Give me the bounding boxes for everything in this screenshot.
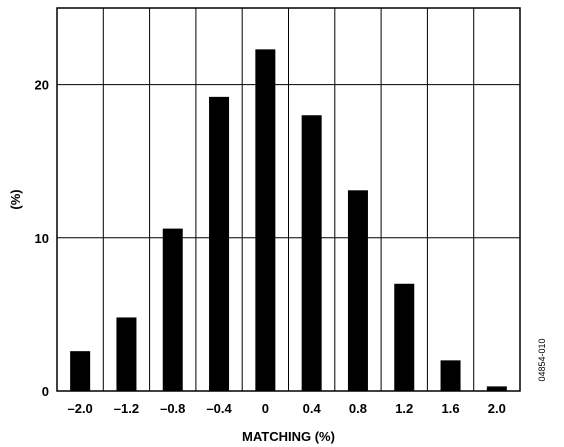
y-tick-label: 10 xyxy=(35,231,49,246)
figure-id: 04854-010 xyxy=(537,338,547,381)
bar xyxy=(394,283,415,391)
x-tick-label: –1.2 xyxy=(114,401,139,416)
y-tick-label: 20 xyxy=(35,78,49,93)
y-tick-labels: 0 10 20 xyxy=(35,78,49,399)
bar xyxy=(440,360,461,391)
x-tick-label: –0.4 xyxy=(206,401,232,416)
y-tick-label: 0 xyxy=(42,384,49,399)
bar xyxy=(486,386,507,391)
plot-frame xyxy=(56,7,521,392)
x-tick-label: –0.8 xyxy=(160,401,185,416)
bar xyxy=(209,96,230,391)
x-axis-title: MATCHING (%) xyxy=(242,429,335,444)
x-tick-label: 1.2 xyxy=(395,401,413,416)
bar xyxy=(70,351,91,391)
bars xyxy=(70,49,507,392)
x-tick-label: 0.4 xyxy=(303,401,322,416)
grid-lines xyxy=(57,8,520,391)
x-tick-label: 1.6 xyxy=(442,401,460,416)
bar xyxy=(301,115,322,392)
x-tick-label: 0 xyxy=(262,401,269,416)
bar xyxy=(347,190,368,391)
x-tick-label: –2.0 xyxy=(67,401,92,416)
x-tick-label: 0.8 xyxy=(349,401,367,416)
bar xyxy=(162,228,183,391)
bar xyxy=(116,317,137,391)
y-axis-title: (%) xyxy=(8,189,23,209)
x-tick-labels: –2.0 –1.2 –0.8 –0.4 0 0.4 0.8 1.2 1.6 2.0 xyxy=(67,401,505,416)
bar xyxy=(255,49,276,391)
x-tick-label: 2.0 xyxy=(488,401,506,416)
